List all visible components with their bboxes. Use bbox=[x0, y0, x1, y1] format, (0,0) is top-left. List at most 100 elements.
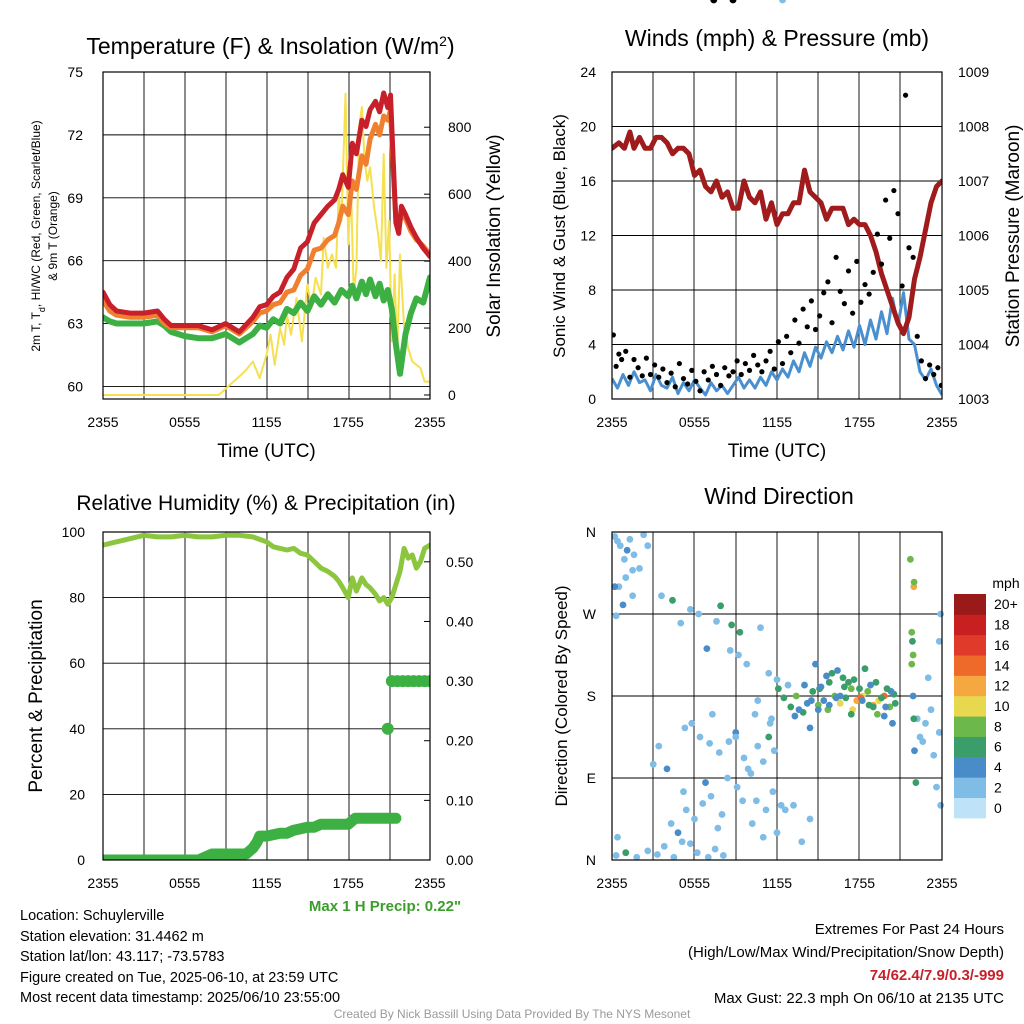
y2-axis-label: Solar Insolation (Yellow) bbox=[484, 134, 505, 337]
direction-point bbox=[845, 678, 852, 686]
direction-point bbox=[780, 694, 788, 702]
y2-tick-label: 200 bbox=[448, 320, 472, 336]
y-axis-label: Percent & Precipitation bbox=[26, 599, 47, 792]
gust-point bbox=[808, 298, 814, 304]
x-tick-label: 2355 bbox=[87, 875, 118, 891]
gust-point bbox=[895, 211, 901, 217]
x-tick-label: 1155 bbox=[762, 875, 792, 891]
direction-point bbox=[834, 667, 841, 674]
direction-point bbox=[765, 669, 773, 677]
direction-point bbox=[883, 685, 891, 693]
y-tick-label: N bbox=[586, 852, 596, 868]
gust-point bbox=[623, 348, 629, 354]
gust-point bbox=[763, 358, 769, 364]
direction-point bbox=[781, 806, 789, 814]
gust-point bbox=[854, 258, 860, 264]
extremes-title: Extremes For Past 24 Hours bbox=[814, 921, 1004, 938]
direction-point bbox=[806, 724, 814, 732]
direction-point bbox=[922, 719, 929, 727]
gust-point bbox=[914, 333, 920, 339]
direction-point bbox=[623, 546, 631, 554]
direction-point bbox=[629, 566, 637, 574]
direction-point bbox=[935, 729, 943, 736]
gust-point bbox=[705, 377, 711, 383]
x-tick-label: 0555 bbox=[169, 414, 200, 430]
y-axis-label: Sonic Wind & Gust (Blue, Black) bbox=[550, 114, 569, 358]
gust-point bbox=[829, 320, 835, 326]
series-line-precipitation bbox=[103, 812, 402, 860]
direction-point bbox=[820, 697, 828, 704]
direction-point bbox=[878, 694, 885, 702]
direction-point bbox=[724, 774, 731, 782]
gust-point bbox=[734, 358, 740, 364]
y-tick-label: 72 bbox=[67, 127, 83, 143]
gust-point bbox=[870, 269, 876, 275]
y-axis-label-line2: & 9m T (Orange) bbox=[46, 191, 60, 281]
x-tick-label: 2355 bbox=[596, 875, 627, 891]
gust-point bbox=[899, 283, 905, 289]
winds-series bbox=[612, 92, 942, 397]
gust-point bbox=[779, 360, 786, 367]
direction-point bbox=[658, 592, 665, 600]
direction-point bbox=[935, 637, 943, 645]
y-tick-label: E bbox=[587, 770, 596, 786]
colorbar-swatch bbox=[954, 594, 986, 615]
direction-point bbox=[784, 681, 792, 689]
direction-point bbox=[937, 801, 945, 809]
y-axis-label: 2m T, Td, HI/WC (Red, Green, Scarlet/Blu… bbox=[29, 120, 47, 351]
gust-point bbox=[612, 332, 616, 338]
colorbar-label: 16 bbox=[994, 637, 1010, 653]
direction-point bbox=[667, 820, 675, 827]
series-line-2m-temperature bbox=[103, 90, 430, 335]
direction-point bbox=[806, 815, 814, 823]
direction-point bbox=[680, 788, 687, 796]
direction-point bbox=[743, 660, 751, 668]
x-axis-label: Time (UTC) bbox=[217, 441, 316, 462]
x-axis-label: Time (UTC) bbox=[728, 441, 827, 462]
chart-title-superscript: 2 bbox=[439, 33, 447, 49]
direction-point bbox=[710, 0, 718, 4]
chart-title: Wind Direction bbox=[704, 483, 854, 509]
y2-tick-label: 1008 bbox=[958, 119, 989, 135]
direction-point bbox=[649, 760, 657, 768]
direction-point bbox=[840, 683, 848, 691]
gust-point bbox=[689, 367, 695, 373]
direction-point bbox=[856, 685, 863, 693]
direction-point bbox=[752, 797, 760, 805]
direction-point bbox=[779, 0, 786, 4]
gust-point bbox=[676, 360, 682, 367]
x-tick-label: 2355 bbox=[926, 875, 957, 891]
direction-point bbox=[719, 852, 727, 859]
x-tick-label: 0555 bbox=[679, 875, 710, 891]
gust-point bbox=[833, 254, 839, 260]
max-gust: Max Gust: 22.3 mph On 06/10 at 2135 UTC bbox=[713, 990, 1004, 1007]
x-tick-label: 1155 bbox=[762, 414, 792, 430]
direction-point bbox=[759, 758, 767, 765]
direction-point bbox=[655, 742, 663, 750]
plot-frame-1 bbox=[102, 71, 431, 400]
colorbar-label: 20+ bbox=[994, 596, 1018, 612]
direction-point bbox=[751, 710, 759, 718]
direction-point bbox=[908, 660, 916, 668]
y2-tick-label: 0.20 bbox=[446, 733, 473, 749]
station-location: Location: Schuylerville bbox=[20, 908, 165, 924]
direction-point bbox=[699, 800, 707, 807]
y2-tick-label: 1007 bbox=[958, 173, 989, 189]
gust-point bbox=[775, 339, 781, 345]
gust-point bbox=[643, 355, 649, 361]
direction-point bbox=[768, 715, 775, 723]
chart-title-close: ) bbox=[447, 33, 455, 59]
direction-point bbox=[798, 838, 806, 846]
colorbar-label: 0 bbox=[994, 800, 1002, 816]
x-tick-label: 2355 bbox=[926, 414, 957, 430]
direction-point bbox=[644, 847, 652, 855]
direction-point bbox=[686, 840, 694, 847]
direction-point bbox=[769, 788, 777, 796]
direction-point bbox=[616, 542, 624, 550]
y-tick-label: S bbox=[587, 688, 596, 704]
colorbar-swatch bbox=[954, 655, 986, 676]
gust-point bbox=[902, 92, 909, 98]
colorbar-swatch bbox=[954, 777, 986, 799]
direction-points bbox=[611, 0, 945, 861]
direction-point bbox=[717, 602, 725, 610]
